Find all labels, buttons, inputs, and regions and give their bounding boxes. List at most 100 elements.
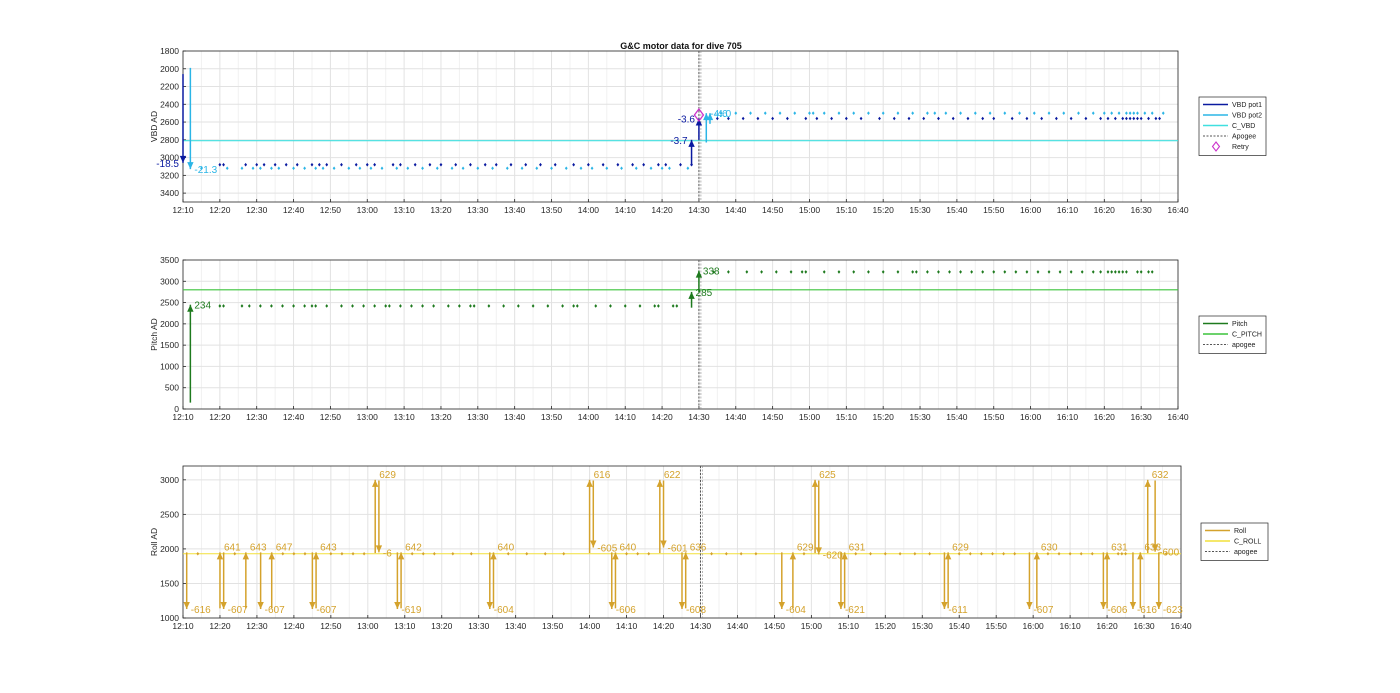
x-tick-label: 14:30: [690, 621, 712, 631]
y-tick-label: 1000: [160, 613, 179, 623]
data-point: [859, 116, 863, 121]
data-point: [586, 162, 590, 167]
data-point: [789, 270, 793, 274]
move-label: -604: [786, 605, 806, 616]
data-point: [913, 551, 917, 556]
x-tick-label: 13:10: [394, 621, 416, 631]
x-tick-label: 15:30: [909, 205, 931, 215]
data-point: [469, 162, 472, 167]
data-point: [867, 270, 870, 274]
data-point: [1057, 551, 1061, 556]
data-point: [1110, 270, 1114, 274]
x-tick-label: 14:00: [579, 621, 601, 631]
move-arrowhead: [179, 155, 187, 163]
move-arrowhead: [216, 552, 224, 560]
data-point: [310, 162, 314, 167]
data-point: [1069, 270, 1073, 274]
move-arrowhead: [789, 552, 797, 560]
data-point: [340, 551, 344, 556]
data-point: [1018, 111, 1021, 115]
move-label: -606: [1107, 605, 1127, 616]
data-point: [303, 304, 307, 308]
x-tick-label: 12:40: [283, 412, 305, 422]
move-label: -623: [1163, 605, 1183, 616]
x-tick-label: 16:30: [1133, 621, 1155, 631]
data-point: [679, 162, 682, 167]
x-tick-label: 14:10: [615, 412, 637, 422]
data-point: [1099, 270, 1103, 274]
x-tick-label: 13:50: [541, 205, 563, 215]
data-point: [450, 166, 454, 171]
x-tick-label: 14:50: [762, 205, 784, 215]
legend-label: C_PITCH: [1232, 332, 1262, 339]
move-arrowhead: [688, 291, 695, 299]
data-point: [822, 270, 826, 274]
y-axis-label: Roll AD: [149, 528, 159, 556]
data-point: [1113, 270, 1117, 274]
move-arrowhead: [811, 479, 819, 487]
move-arrowhead: [815, 547, 822, 555]
data-point: [329, 551, 333, 556]
data-point: [373, 304, 377, 308]
data-point: [1080, 270, 1084, 274]
data-point: [944, 111, 948, 115]
data-point: [502, 304, 506, 308]
data-point: [991, 551, 994, 556]
data-point: [410, 551, 414, 556]
x-tick-label: 14:20: [653, 621, 675, 631]
data-point: [745, 270, 749, 274]
data-point: [222, 304, 225, 308]
x-tick-label: 16:40: [1167, 412, 1189, 422]
x-tick-label: 12:40: [283, 621, 305, 631]
x-tick-label: 13:40: [504, 412, 526, 422]
data-point: [317, 162, 321, 167]
data-point: [594, 304, 598, 308]
data-point: [1110, 111, 1114, 115]
data-point: [664, 162, 668, 167]
y-tick-label: 3000: [160, 475, 179, 485]
data-point: [966, 116, 970, 121]
move-arrowhead: [778, 602, 785, 610]
move-label: -607: [316, 605, 336, 616]
x-tick-label: 13:30: [467, 205, 489, 215]
data-point: [1047, 111, 1051, 115]
data-point: [1046, 551, 1050, 556]
data-point: [980, 551, 983, 556]
move-label: -601: [668, 544, 688, 555]
move-label: -608: [686, 605, 706, 616]
data-point: [421, 304, 424, 308]
x-tick-label: 13:10: [393, 205, 415, 215]
x-tick-label: 12:20: [209, 412, 231, 422]
data-point: [1054, 116, 1058, 121]
move-label: 647: [276, 542, 293, 553]
data-point: [1003, 270, 1007, 274]
data-point: [225, 166, 229, 171]
data-point: [719, 111, 723, 115]
data-point: [281, 551, 285, 556]
data-point: [951, 116, 955, 121]
data-point: [476, 166, 480, 171]
data-point: [1013, 551, 1017, 556]
data-point: [631, 162, 634, 167]
x-tick-label: 14:40: [727, 621, 749, 631]
move-label: 629: [952, 542, 969, 553]
data-point: [255, 162, 259, 167]
move-arrowhead: [1151, 544, 1159, 552]
data-point: [240, 304, 244, 308]
x-tick-label: 15:30: [912, 621, 934, 631]
data-point: [258, 304, 262, 308]
data-point: [1117, 111, 1121, 115]
data-point: [550, 166, 553, 171]
data-point: [332, 166, 336, 171]
data-point: [763, 111, 767, 115]
move-arrowhead: [490, 552, 497, 560]
data-point: [446, 304, 450, 308]
data-point: [454, 162, 458, 167]
data-point: [625, 551, 628, 556]
data-point: [1128, 111, 1132, 115]
data-point: [1036, 270, 1040, 274]
data-point: [649, 166, 653, 171]
data-point: [421, 551, 425, 556]
move-arrowhead: [841, 552, 848, 560]
move-arrowhead: [695, 270, 703, 278]
